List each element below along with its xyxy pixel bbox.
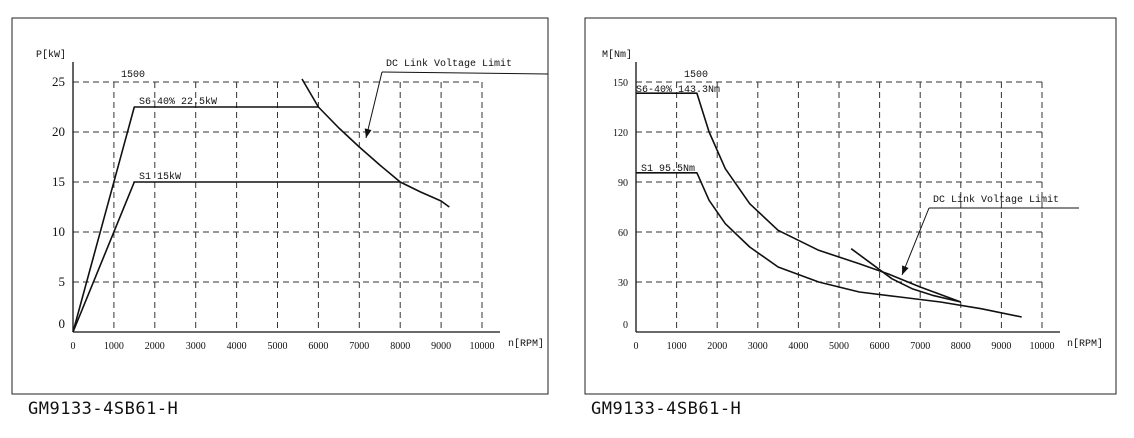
y-tick-label: 120 bbox=[613, 128, 628, 139]
chart-frame bbox=[584, 17, 1117, 395]
chart-panel-torque: 0 1000 2000 3000 4000 5000 6000 7000 8000 9000 100… bbox=[567, 0, 1134, 438]
x-tick-label: 3000 bbox=[186, 341, 206, 352]
series-line-3 bbox=[850, 248, 961, 303]
y-tick-label: 0 bbox=[59, 316, 66, 331]
x-tick-label: 9000 bbox=[991, 341, 1011, 352]
y-tick-label: 150 bbox=[613, 78, 628, 89]
x-tick-label: 0 bbox=[71, 341, 76, 352]
y-tick-label: 25 bbox=[52, 74, 65, 89]
y-tick-label: 5 bbox=[59, 274, 66, 289]
x-tick-label: 6000 bbox=[870, 341, 890, 352]
annotation-label: S6-40% 22.5kW bbox=[139, 96, 217, 108]
y-axis-label: M[Nm] bbox=[602, 49, 632, 61]
x-tick-label: 4000 bbox=[227, 341, 247, 352]
chart-panel-power: 0 1000 2000 3000 4000 5000 6000 7000 8000 9000 100… bbox=[0, 0, 560, 438]
x-tick-label: 4000 bbox=[788, 341, 808, 352]
x-tick-label: 10000 bbox=[470, 341, 495, 352]
annotation-label: DC Link Voltage Limit bbox=[933, 194, 1059, 206]
model-label: GM9133-4SB61-H bbox=[591, 399, 742, 419]
x-tick-label: 7000 bbox=[910, 341, 930, 352]
x-tick-label: 8000 bbox=[390, 341, 410, 352]
power-speed-chart: 0 1000 2000 3000 4000 5000 6000 7000 8000 9000 100… bbox=[11, 17, 549, 395]
x-tick-label: 10000 bbox=[1030, 341, 1055, 352]
x-tick-label: 2000 bbox=[145, 341, 165, 352]
x-tick-label: 7000 bbox=[349, 341, 369, 352]
series-line-2 bbox=[636, 172, 1022, 318]
x-tick-label: 1000 bbox=[104, 341, 124, 352]
series-line-1 bbox=[72, 106, 319, 333]
x-tick-label: 0 bbox=[634, 341, 639, 352]
y-tick-label: 20 bbox=[52, 124, 65, 139]
x-tick-label: 6000 bbox=[308, 341, 328, 352]
annotation-label: S1 95.5Nm bbox=[641, 164, 695, 175]
x-tick-label: 8000 bbox=[951, 341, 971, 352]
annotation-arrow-line bbox=[901, 207, 930, 276]
annotation-label: 1500 bbox=[684, 70, 708, 81]
y-tick-label: 90 bbox=[618, 178, 628, 189]
x-tick-label: 5000 bbox=[829, 341, 849, 352]
annotation-label: DC Link Voltage Limit bbox=[386, 58, 512, 70]
y-tick-label: 15 bbox=[52, 174, 65, 189]
x-tick-label: 1000 bbox=[667, 341, 687, 352]
x-tick-label: 5000 bbox=[268, 341, 288, 352]
annotation-arrowhead bbox=[364, 128, 372, 138]
annotation-arrow-line bbox=[365, 71, 383, 139]
annotation-label: S6-40% 143.3Nm bbox=[636, 85, 720, 96]
y-axis-label: P[kW] bbox=[36, 49, 66, 61]
annotation-label: S1 15kW bbox=[139, 171, 181, 183]
x-tick-label: 3000 bbox=[748, 341, 768, 352]
x-tick-label: 2000 bbox=[707, 341, 727, 352]
annotation-label: 1500 bbox=[121, 70, 145, 81]
torque-speed-chart: 0 1000 2000 3000 4000 5000 6000 7000 8000 9000 100… bbox=[584, 17, 1117, 395]
chart-frame bbox=[11, 17, 549, 395]
annotation-leader-line bbox=[381, 71, 549, 75]
x-axis-label: n[RPM] bbox=[1067, 338, 1103, 350]
y-tick-label: 10 bbox=[52, 224, 65, 239]
x-tick-label: 9000 bbox=[431, 341, 451, 352]
model-label: GM9133-4SB61-H bbox=[28, 399, 179, 419]
y-tick-label: 0 bbox=[623, 320, 628, 331]
y-tick-label: 60 bbox=[618, 228, 628, 239]
x-axis-label: n[RPM] bbox=[508, 338, 544, 350]
y-tick-label: 30 bbox=[618, 278, 628, 289]
annotation-arrowhead bbox=[902, 265, 909, 275]
